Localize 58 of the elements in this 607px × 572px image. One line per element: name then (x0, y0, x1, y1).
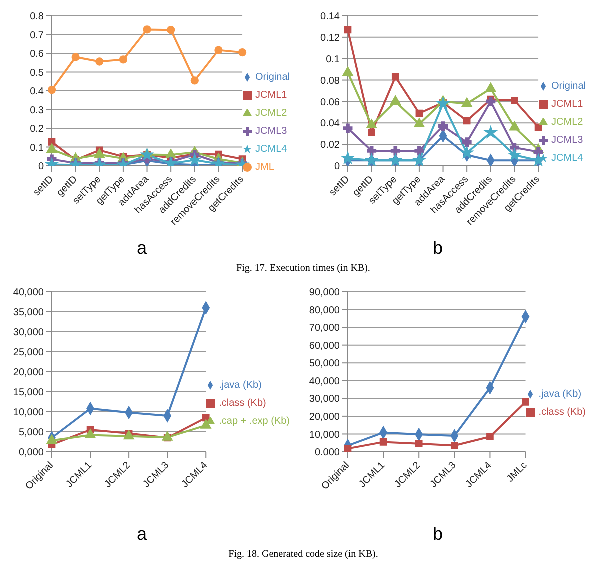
y-tick-label: 0.3 (30, 105, 44, 116)
y-tick-label: 25,000 (13, 348, 44, 359)
legend-label: JML (256, 162, 274, 173)
legend-label: .class (Kb) (538, 407, 586, 418)
legend-label: JCML3 (256, 126, 288, 137)
y-tick-label: 5,000 (18, 428, 44, 439)
y-tick-label: 80,000 (309, 305, 340, 316)
legend-label: Original (256, 72, 290, 83)
legend-label: JCML4 (552, 153, 584, 164)
y-tick-label: 0.04 (320, 118, 340, 130)
y-tick-label: 0.14 (320, 12, 340, 23)
x-axis-title: a (136, 238, 148, 259)
legend-label: .java (Kb) (538, 389, 582, 400)
y-tick-label: 0.02 (320, 140, 340, 152)
y-tick-label: 0.8 (30, 12, 44, 23)
y-tick-label: 30,000 (309, 394, 340, 406)
y-tick-label: 0 (334, 162, 340, 173)
legend-label: JCML2 (256, 108, 288, 119)
caption: Fig. 18. Generated code size (in KB). (228, 549, 380, 560)
y-tick-label: 0,000 (18, 448, 44, 459)
y-tick-label: 0.1 (30, 142, 44, 154)
y-tick-label: 0.08 (320, 76, 340, 87)
legend-label: JCML1 (552, 99, 584, 110)
legend-label: .class (Kb) (219, 398, 266, 409)
x-axis-title: b (432, 238, 444, 259)
legend-label: Original (552, 81, 586, 92)
y-tick-label: 0.5 (30, 68, 44, 79)
caption: Fig. 17. Execution times (in KB). (236, 263, 372, 274)
y-tick-label: 20,000 (309, 412, 340, 423)
legend-label: .cap + .exp (Kb) (219, 416, 290, 427)
y-tick-label: 0.6 (30, 49, 44, 60)
x-axis-title: a (136, 524, 148, 545)
y-tick-label: 0.1 (326, 54, 340, 66)
y-tick-label: 0.000 (314, 448, 340, 459)
legend-label: JCML3 (552, 135, 584, 146)
y-tick-label: 10,000 (309, 430, 340, 441)
y-tick-label: 0.7 (30, 30, 44, 42)
y-tick-label: 90,000 (309, 288, 340, 299)
y-tick-label: 40,000 (309, 376, 340, 388)
y-tick-label: 40,000 (13, 288, 44, 299)
y-tick-label: 0.4 (30, 86, 44, 98)
legend-label: JCML4 (256, 144, 288, 155)
x-axis-title: b (432, 524, 444, 545)
y-tick-label: 0.12 (320, 32, 340, 44)
y-tick-label: 15,000 (13, 388, 44, 399)
y-tick-label: 20,000 (13, 368, 44, 379)
legend-label: JCML2 (552, 117, 584, 128)
y-tick-label: 0.06 (320, 97, 340, 108)
legend-label: JCML1 (256, 90, 288, 101)
y-tick-label: 0.2 (30, 124, 44, 136)
y-tick-label: 30,000 (13, 328, 44, 339)
y-tick-label: 60,000 (309, 340, 340, 352)
y-tick-label: 35,000 (13, 308, 44, 319)
y-tick-label: 0 (38, 162, 44, 173)
legend-label: .java (Kb) (219, 380, 262, 391)
y-tick-label: 10,000 (13, 408, 44, 419)
y-tick-label: 70,000 (309, 323, 340, 334)
y-tick-label: 50,000 (309, 358, 340, 370)
